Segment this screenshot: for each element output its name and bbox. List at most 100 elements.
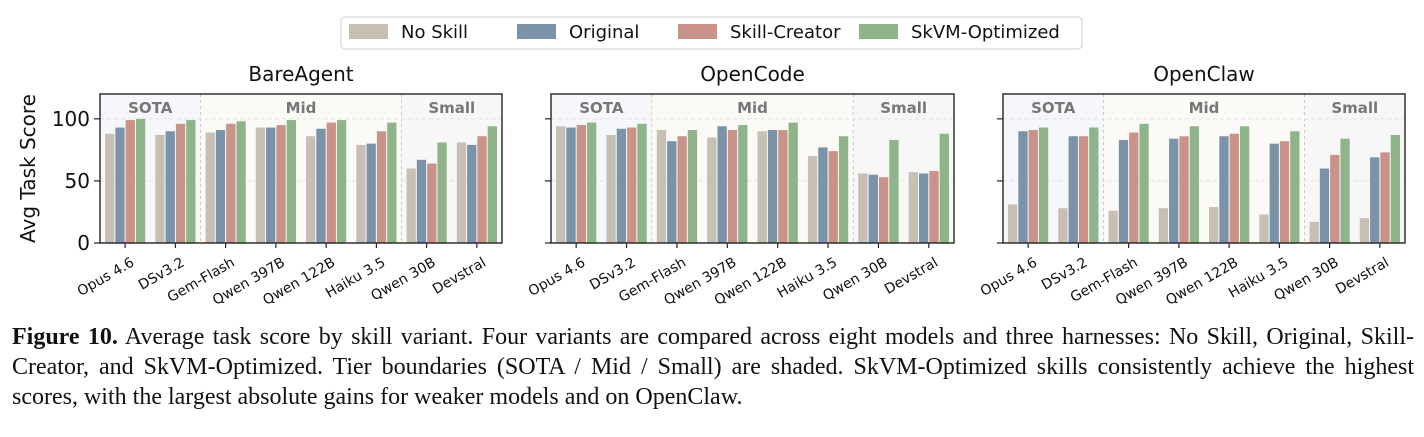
- bar: [556, 126, 566, 243]
- bar: [105, 133, 115, 243]
- bar: [427, 163, 437, 243]
- x-tick-label: Opus 4.6: [75, 255, 137, 300]
- plot-frame: [99, 93, 503, 244]
- x-tick-label: Devstral: [882, 255, 941, 298]
- bar: [717, 126, 727, 243]
- bar: [908, 172, 918, 243]
- tier-label: Small: [1331, 99, 1378, 117]
- bar: [1370, 157, 1380, 243]
- bar: [316, 128, 326, 243]
- bar: [215, 130, 226, 243]
- bar: [255, 127, 266, 243]
- bar: [757, 131, 767, 243]
- tier-label: SOTA: [1031, 99, 1076, 117]
- bar: [1279, 141, 1290, 243]
- legend-label: Original: [569, 22, 639, 43]
- bar: [828, 151, 838, 243]
- tier-label: Mid: [1189, 99, 1220, 117]
- bar: [467, 144, 477, 243]
- bar: [1068, 136, 1078, 243]
- bar: [1158, 208, 1169, 243]
- plot-frame: [1002, 93, 1406, 244]
- bar: [677, 136, 687, 243]
- tier-label: SOTA: [579, 99, 624, 117]
- legend-label: No Skill: [401, 22, 468, 43]
- x-tick-label: Devstral: [1333, 255, 1392, 298]
- bar: [707, 137, 717, 243]
- bar: [566, 127, 576, 243]
- bar: [336, 120, 347, 243]
- bar: [1390, 134, 1400, 243]
- panel-title: OpenClaw: [1153, 62, 1255, 86]
- bar: [606, 134, 616, 243]
- bar: [1028, 130, 1038, 243]
- bar: [205, 132, 215, 243]
- bar: [878, 177, 889, 243]
- bar: [667, 141, 677, 243]
- bar: [477, 136, 487, 243]
- bar: [456, 142, 467, 243]
- legend-swatch: [859, 24, 898, 39]
- bar: [165, 131, 175, 243]
- bar: [286, 120, 296, 243]
- bar: [366, 143, 376, 243]
- x-tick-label: Devstral: [430, 255, 489, 298]
- bar: [778, 130, 788, 243]
- legend-label: Skill-Creator: [730, 22, 841, 43]
- bar: [929, 170, 939, 243]
- panel-title: BareAgent: [248, 62, 353, 86]
- bar: [306, 136, 316, 243]
- caption-label: Figure 10.: [12, 324, 118, 350]
- bar: [788, 122, 798, 243]
- legend-swatch: [517, 24, 556, 39]
- bar: [587, 122, 597, 243]
- caption-text: Average task score by skill variant. Fou…: [12, 324, 1414, 410]
- bar: [868, 174, 878, 243]
- tier-label: Small: [428, 99, 475, 117]
- tier-label: SOTA: [128, 99, 173, 117]
- bar: [1108, 210, 1118, 243]
- bar: [175, 123, 186, 243]
- panel-title: OpenCode: [700, 62, 805, 86]
- bar: [1359, 218, 1370, 243]
- bar: [738, 125, 748, 243]
- bar: [186, 120, 196, 243]
- bar: [1179, 136, 1189, 243]
- bar: [416, 159, 427, 243]
- bar: [1290, 131, 1300, 243]
- bar: [115, 127, 125, 243]
- bar: [939, 133, 949, 243]
- tier-label: Small: [880, 99, 927, 117]
- bar: [576, 125, 587, 243]
- bar: [807, 156, 818, 243]
- bar: [1038, 127, 1049, 243]
- tier-label: Mid: [737, 99, 768, 117]
- bar: [637, 123, 647, 243]
- bar: [838, 136, 849, 243]
- bar: [1018, 131, 1028, 243]
- bar: [1189, 126, 1199, 243]
- y-axis-label: Avg Task Score: [16, 94, 40, 243]
- bar: [818, 147, 828, 243]
- x-tick-label: Opus 4.6: [526, 255, 588, 300]
- bar: [1169, 138, 1179, 243]
- tier-label: Mid: [286, 99, 317, 117]
- figure-caption: Figure 10. Average task score by skill v…: [12, 322, 1414, 412]
- bar: [437, 142, 447, 243]
- bar: [1239, 126, 1250, 243]
- bar: [918, 173, 929, 243]
- bar: [767, 130, 778, 243]
- bar: [1129, 132, 1139, 243]
- plot-frame: [550, 93, 955, 244]
- bar: [727, 130, 738, 243]
- bar: [125, 120, 135, 243]
- bar: [858, 173, 868, 243]
- bar: [406, 168, 416, 243]
- chart-figure: No Skill Original Skill-Creator SkVM-Optimi…: [16, 16, 1406, 309]
- legend-label: SkVM-Optimized: [911, 22, 1060, 43]
- bar: [1118, 139, 1129, 243]
- bar: [1259, 214, 1269, 243]
- bar: [1058, 208, 1068, 243]
